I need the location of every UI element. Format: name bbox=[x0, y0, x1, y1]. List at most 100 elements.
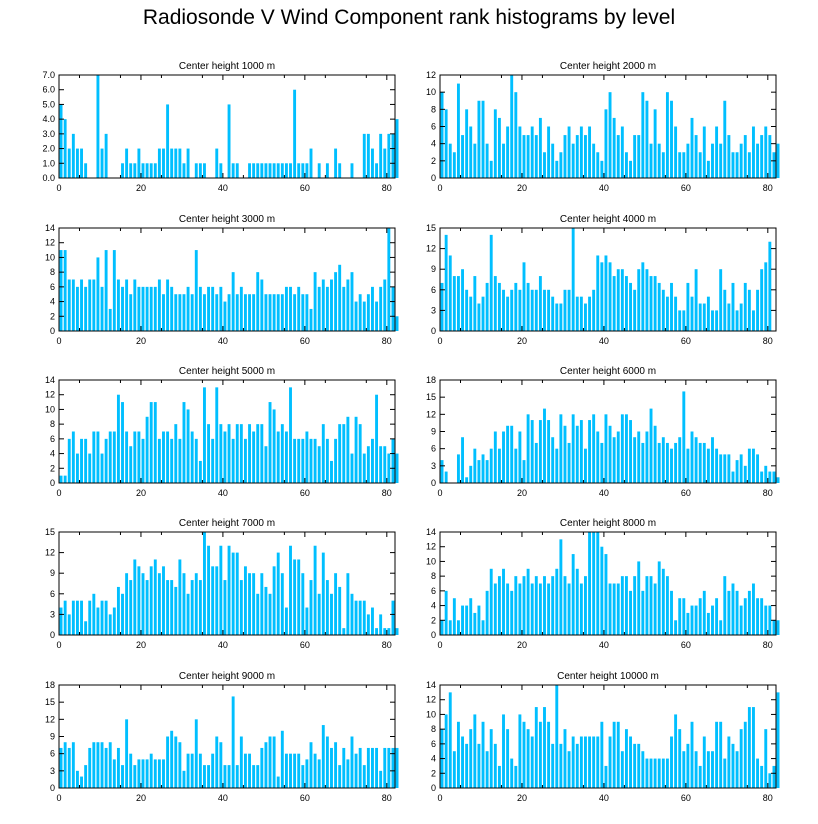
bar bbox=[772, 765, 776, 788]
bar bbox=[153, 163, 157, 178]
bar bbox=[571, 736, 575, 788]
bar bbox=[59, 747, 63, 788]
bar bbox=[571, 554, 575, 635]
bar bbox=[747, 152, 751, 178]
bar bbox=[145, 416, 149, 483]
y-tick-label: 0 bbox=[50, 783, 55, 793]
x-tick-label: 60 bbox=[681, 183, 691, 193]
bar bbox=[538, 117, 542, 178]
bar bbox=[362, 600, 366, 635]
bar bbox=[256, 593, 260, 635]
bar bbox=[141, 759, 145, 788]
bar bbox=[547, 583, 551, 635]
bar bbox=[768, 605, 772, 635]
bar bbox=[530, 289, 534, 331]
bar bbox=[538, 420, 542, 483]
bar bbox=[514, 765, 518, 788]
panel-title: Center height 10000 m bbox=[557, 671, 659, 682]
bar bbox=[346, 279, 350, 331]
bar bbox=[141, 438, 145, 483]
bar bbox=[719, 454, 723, 483]
bar bbox=[325, 736, 329, 788]
bar bbox=[686, 612, 690, 635]
bar bbox=[330, 279, 333, 331]
bar bbox=[293, 294, 297, 331]
bar bbox=[121, 402, 124, 483]
bar bbox=[588, 736, 592, 788]
x-tick-label: 0 bbox=[56, 793, 61, 803]
bar bbox=[547, 289, 551, 331]
bar bbox=[596, 152, 600, 178]
bar bbox=[604, 255, 608, 331]
bar bbox=[633, 743, 637, 788]
y-tick-label: 3 bbox=[50, 766, 55, 776]
bar bbox=[63, 119, 67, 178]
bar bbox=[227, 104, 231, 178]
bar bbox=[661, 568, 665, 635]
bar bbox=[96, 431, 100, 483]
bar bbox=[129, 580, 133, 635]
panel-title: Center height 3000 m bbox=[179, 214, 275, 225]
bar bbox=[694, 437, 698, 483]
bar bbox=[309, 308, 313, 331]
bar bbox=[260, 573, 264, 635]
bar bbox=[645, 269, 649, 331]
bar bbox=[661, 289, 665, 331]
bar bbox=[682, 310, 686, 331]
bar bbox=[272, 566, 276, 635]
bar bbox=[588, 420, 592, 483]
x-tick-label: 20 bbox=[136, 793, 146, 803]
bar bbox=[243, 753, 247, 788]
bar bbox=[518, 289, 522, 331]
x-tick-label: 20 bbox=[136, 336, 146, 346]
bar bbox=[301, 163, 305, 178]
bar bbox=[719, 269, 723, 331]
bar bbox=[637, 431, 641, 483]
y-tick-label: 18 bbox=[45, 680, 55, 690]
bar bbox=[137, 431, 141, 483]
bar bbox=[444, 471, 448, 483]
bar bbox=[280, 163, 284, 178]
bar bbox=[571, 414, 575, 483]
bar bbox=[149, 566, 153, 635]
bar bbox=[612, 117, 616, 178]
bar bbox=[567, 583, 571, 635]
bar bbox=[485, 751, 489, 788]
x-tick-label: 80 bbox=[382, 336, 392, 346]
bar bbox=[715, 598, 719, 635]
bar bbox=[198, 753, 202, 788]
bar bbox=[211, 753, 215, 788]
bar bbox=[747, 590, 751, 635]
bar bbox=[157, 438, 161, 483]
x-tick-label: 20 bbox=[517, 183, 527, 193]
bar bbox=[309, 438, 313, 483]
bar bbox=[268, 593, 272, 635]
bar bbox=[563, 289, 567, 331]
x-tick-label: 40 bbox=[599, 793, 609, 803]
bar bbox=[252, 431, 256, 483]
bar bbox=[309, 148, 313, 178]
bar bbox=[219, 286, 223, 331]
y-tick-label: 15 bbox=[426, 223, 436, 233]
bar bbox=[387, 747, 391, 788]
bar bbox=[469, 126, 473, 178]
bar bbox=[219, 424, 223, 483]
bar bbox=[71, 279, 75, 331]
panel-title: Center height 2000 m bbox=[560, 61, 656, 72]
bar bbox=[235, 163, 239, 178]
y-tick-label: 0 bbox=[50, 326, 55, 336]
bar bbox=[543, 707, 546, 788]
bar bbox=[620, 126, 624, 178]
bar bbox=[727, 590, 731, 635]
x-tick-label: 80 bbox=[763, 488, 773, 498]
bar bbox=[448, 255, 452, 331]
bar bbox=[665, 296, 669, 331]
bar bbox=[670, 590, 673, 635]
bar bbox=[481, 296, 485, 331]
bar bbox=[289, 163, 292, 178]
bar bbox=[309, 580, 313, 635]
bar bbox=[75, 286, 79, 331]
bar bbox=[735, 751, 739, 788]
y-tick-label: 4 bbox=[431, 139, 436, 149]
bar bbox=[711, 605, 714, 635]
